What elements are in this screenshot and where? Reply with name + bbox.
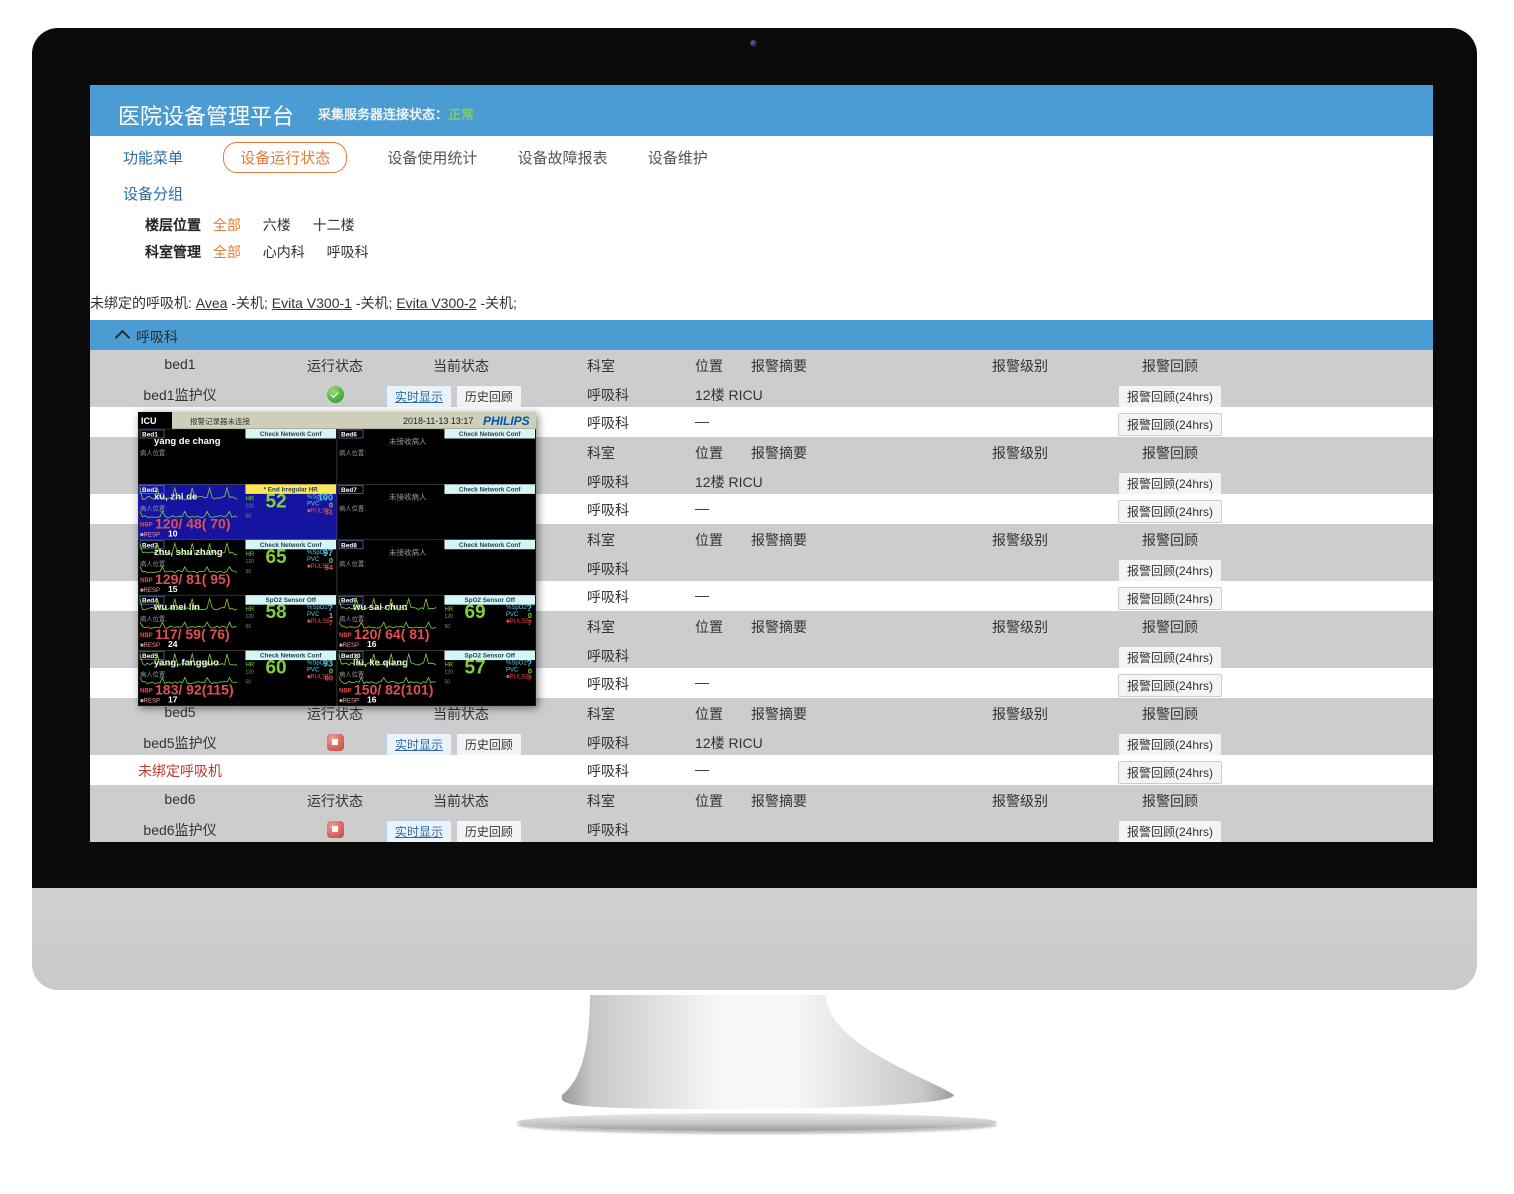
svg-text:52: 52 [265,491,286,512]
svg-text:病人位置:: 病人位置: [339,559,366,568]
svg-text:病人位置:: 病人位置: [339,670,366,679]
svg-text:50: 50 [245,513,251,519]
svg-text:PVC: PVC [307,501,320,507]
svg-text:NBP: NBP [339,689,352,695]
svg-text:■PULSE: ■PULSE [506,675,529,681]
svg-text:%SpO2: %SpO2 [506,661,527,667]
svg-text:■PULSE: ■PULSE [307,619,330,625]
svg-text:病人位置:: 病人位置: [339,614,366,623]
svg-text:■RESP: ■RESP [140,643,160,649]
svg-text:64: 64 [325,563,334,572]
svg-text:%SpO2: %SpO2 [307,605,328,611]
svg-text:65: 65 [265,547,287,568]
svg-text:50: 50 [245,680,251,686]
svg-text:zhu, shu zhang: zhu, shu zhang [154,547,223,558]
svg-text:51: 51 [325,507,333,516]
svg-text:NBP: NBP [140,578,153,584]
svg-text:?: ? [328,618,333,627]
svg-text:50: 50 [245,569,251,575]
svg-text:2018-11-13 13:17: 2018-11-13 13:17 [403,416,473,426]
svg-text:■RESP: ■RESP [339,699,359,705]
svg-text:NBP: NBP [140,689,153,695]
svg-text:PVC: PVC [307,668,320,674]
svg-text:NBP: NBP [339,633,352,639]
svg-text:50: 50 [444,680,450,686]
svg-text:120: 120 [245,670,254,676]
svg-text:病人位置:: 病人位置: [140,448,167,457]
svg-text:■PULSE: ■PULSE [506,619,529,625]
svg-text:NBP: NBP [140,633,153,639]
svg-text:?: ? [527,618,532,627]
svg-text:120: 120 [444,670,453,676]
svg-text:报警记录器未连接: 报警记录器未连接 [190,416,250,426]
svg-text:117/ 59( 76): 117/ 59( 76) [155,626,230,642]
svg-text:未接收病人: 未接收病人 [389,491,427,501]
svg-text:57: 57 [464,658,485,679]
svg-text:病人位置:: 病人位置: [140,670,167,679]
svg-text:120/ 48( 70): 120/ 48( 70) [155,515,231,531]
svg-text:NBP: NBP [140,522,153,528]
svg-text:17: 17 [168,695,178,705]
svg-text:120: 120 [444,614,453,620]
svg-text:120: 120 [245,614,254,620]
svg-text:病人位置:: 病人位置: [339,503,366,512]
svg-text:病人位置:: 病人位置: [140,614,167,623]
svg-text:183/ 92(115): 183/ 92(115) [155,682,234,698]
svg-text:病人位置:: 病人位置: [339,448,366,457]
svg-text:HR: HR [245,663,254,669]
svg-text:病人位置:: 病人位置: [140,503,167,512]
svg-text:Check Network Conf: Check Network Conf [459,431,521,438]
svg-text:未接收病人: 未接收病人 [389,547,427,557]
svg-text:Check Network Conf: Check Network Conf [459,542,521,549]
svg-text:未接收病人: 未接收病人 [389,436,427,446]
svg-text:病人位置:: 病人位置: [140,559,167,568]
svg-text:Bed7: Bed7 [341,487,357,494]
svg-text:120/ 64( 81): 120/ 64( 81) [354,626,430,642]
svg-text:60: 60 [325,674,333,683]
svg-text:Bed6: Bed6 [341,432,357,439]
svg-text:69: 69 [464,602,485,623]
svg-text:HR: HR [245,496,254,502]
svg-text:Check Network Conf: Check Network Conf [459,486,521,493]
svg-text:120: 120 [245,503,254,509]
svg-text:ICU: ICU [141,416,157,426]
svg-text:16: 16 [367,695,377,705]
svg-text:50: 50 [444,624,450,630]
svg-text:PHILIPS: PHILIPS [483,414,530,428]
svg-text:PVC: PVC [506,612,519,618]
svg-text:yang de chang: yang de chang [154,436,221,447]
svg-text:HR: HR [444,607,453,613]
svg-text:HR: HR [245,552,254,558]
svg-text:129/ 81( 95): 129/ 81( 95) [155,571,231,587]
svg-text:%SpO2: %SpO2 [506,605,527,611]
svg-text:58: 58 [265,602,286,623]
svg-text:16: 16 [367,639,377,649]
svg-text:50: 50 [245,624,251,630]
svg-text:PVC: PVC [307,612,320,618]
svg-text:?: ? [527,674,532,683]
svg-text:■RESP: ■RESP [140,588,160,594]
svg-text:60: 60 [265,658,286,679]
svg-text:120: 120 [245,559,254,565]
svg-text:Bed8: Bed8 [341,542,357,549]
svg-text:■RESP: ■RESP [140,532,160,538]
svg-text:PVC: PVC [307,557,320,563]
svg-text:150/ 82(101): 150/ 82(101) [354,682,433,698]
svg-text:HR: HR [245,607,254,613]
svg-text:PVC: PVC [506,668,519,674]
svg-text:24: 24 [168,639,178,649]
svg-text:10: 10 [168,528,178,538]
svg-text:Check Network Conf: Check Network Conf [260,431,322,438]
svg-text:15: 15 [168,584,178,594]
svg-text:■RESP: ■RESP [339,643,359,649]
svg-text:HR: HR [444,663,453,669]
svg-text:■RESP: ■RESP [140,699,160,705]
